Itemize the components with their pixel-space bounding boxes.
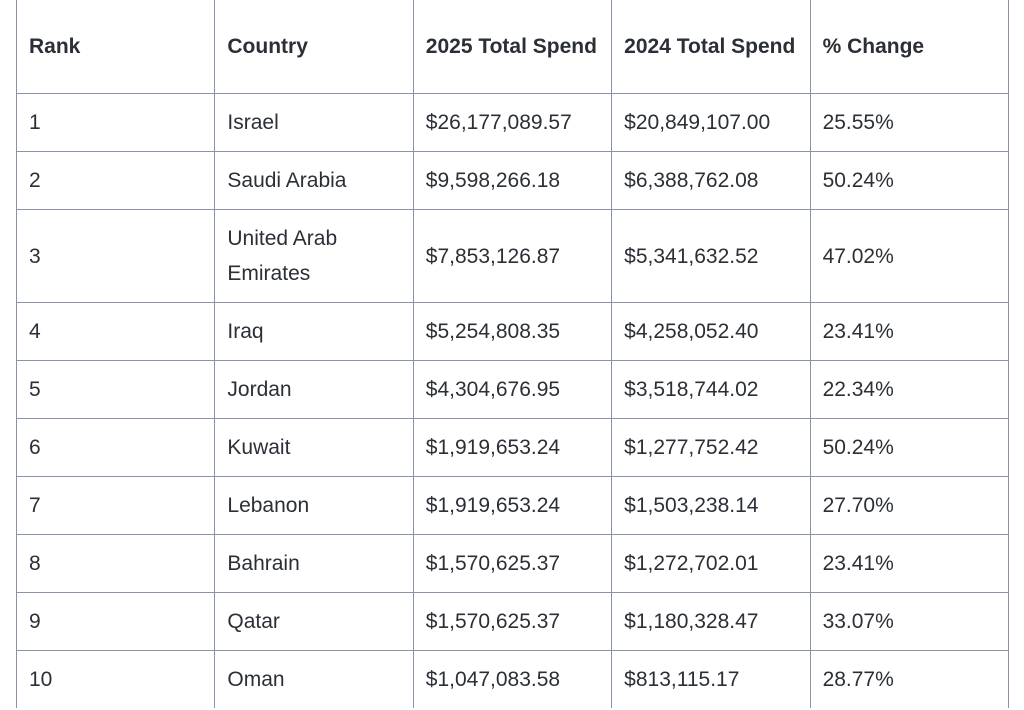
cell-rank: 3 <box>15 209 216 303</box>
cell-change: 23.41% <box>809 302 1009 361</box>
cell-rank: 4 <box>15 302 216 361</box>
cell-change: 23.41% <box>809 534 1009 593</box>
cell-country: Iraq <box>214 302 414 361</box>
cell-2024-spend: $20,849,107.00 <box>611 93 811 152</box>
cell-country: Israel <box>214 93 414 152</box>
table-row: 6 Kuwait $1,919,653.24 $1,277,752.42 50.… <box>15 418 1009 477</box>
table-row: 4 Iraq $5,254,808.35 $4,258,052.40 23.41… <box>15 302 1009 361</box>
cell-2025-spend: $7,853,126.87 <box>412 209 613 303</box>
cell-rank: 1 <box>15 93 216 152</box>
cell-country: Qatar <box>214 592 414 651</box>
cell-rank: 9 <box>15 592 216 651</box>
cell-2024-spend: $4,258,052.40 <box>611 302 811 361</box>
cell-change: 27.70% <box>809 476 1009 535</box>
cell-2024-spend: $1,503,238.14 <box>611 476 811 535</box>
header-2025-total-spend: 2025 Total Spend <box>412 0 613 94</box>
cell-rank: 7 <box>15 476 216 535</box>
cell-2024-spend: $3,518,744.02 <box>611 360 811 419</box>
cell-2024-spend: $813,115.17 <box>611 650 811 708</box>
cell-country: United Arab Emirates <box>214 209 414 303</box>
table-row: 1 Israel $26,177,089.57 $20,849,107.00 2… <box>15 93 1009 152</box>
cell-2025-spend: $1,570,625.37 <box>412 534 613 593</box>
cell-2025-spend: $26,177,089.57 <box>412 93 613 152</box>
table-body: 1 Israel $26,177,089.57 $20,849,107.00 2… <box>15 93 1009 708</box>
header-row: Rank Country 2025 Total Spend 2024 Total… <box>15 0 1009 94</box>
header-country: Country <box>214 0 414 94</box>
table-row: 8 Bahrain $1,570,625.37 $1,272,702.01 23… <box>15 534 1009 593</box>
cell-rank: 8 <box>15 534 216 593</box>
cell-2025-spend: $4,304,676.95 <box>412 360 613 419</box>
cell-change: 50.24% <box>809 151 1009 210</box>
cell-country: Kuwait <box>214 418 414 477</box>
cell-country: Saudi Arabia <box>214 151 414 210</box>
cell-2025-spend: $1,919,653.24 <box>412 476 613 535</box>
cell-country: Oman <box>214 650 414 708</box>
cell-change: 50.24% <box>809 418 1009 477</box>
cell-2024-spend: $5,341,632.52 <box>611 209 811 303</box>
table-header: Rank Country 2025 Total Spend 2024 Total… <box>15 0 1009 94</box>
cell-2024-spend: $6,388,762.08 <box>611 151 811 210</box>
cell-2025-spend: $1,570,625.37 <box>412 592 613 651</box>
cell-country: Bahrain <box>214 534 414 593</box>
cell-2024-spend: $1,277,752.42 <box>611 418 811 477</box>
table-row: 5 Jordan $4,304,676.95 $3,518,744.02 22.… <box>15 360 1009 419</box>
cell-change: 22.34% <box>809 360 1009 419</box>
cell-2025-spend: $1,919,653.24 <box>412 418 613 477</box>
spend-table: Rank Country 2025 Total Spend 2024 Total… <box>15 0 1009 708</box>
cell-2024-spend: $1,180,328.47 <box>611 592 811 651</box>
table-row: 3 United Arab Emirates $7,853,126.87 $5,… <box>15 209 1009 303</box>
table-row: 7 Lebanon $1,919,653.24 $1,503,238.14 27… <box>15 476 1009 535</box>
header-percent-change: % Change <box>809 0 1009 94</box>
cell-rank: 2 <box>15 151 216 210</box>
cell-rank: 6 <box>15 418 216 477</box>
header-2024-total-spend: 2024 Total Spend <box>611 0 811 94</box>
cell-2025-spend: $5,254,808.35 <box>412 302 613 361</box>
cell-rank: 5 <box>15 360 216 419</box>
header-rank: Rank <box>15 0 216 94</box>
cell-change: 28.77% <box>809 650 1009 708</box>
cell-change: 25.55% <box>809 93 1009 152</box>
cell-country: Lebanon <box>214 476 414 535</box>
table-row: 9 Qatar $1,570,625.37 $1,180,328.47 33.0… <box>15 592 1009 651</box>
table-row: 2 Saudi Arabia $9,598,266.18 $6,388,762.… <box>15 151 1009 210</box>
cell-2024-spend: $1,272,702.01 <box>611 534 811 593</box>
cell-change: 47.02% <box>809 209 1009 303</box>
cell-2025-spend: $1,047,083.58 <box>412 650 613 708</box>
table-container: Rank Country 2025 Total Spend 2024 Total… <box>15 0 1009 708</box>
cell-2025-spend: $9,598,266.18 <box>412 151 613 210</box>
cell-rank: 10 <box>15 650 216 708</box>
cell-country: Jordan <box>214 360 414 419</box>
cell-change: 33.07% <box>809 592 1009 651</box>
table-row: 10 Oman $1,047,083.58 $813,115.17 28.77% <box>15 650 1009 708</box>
